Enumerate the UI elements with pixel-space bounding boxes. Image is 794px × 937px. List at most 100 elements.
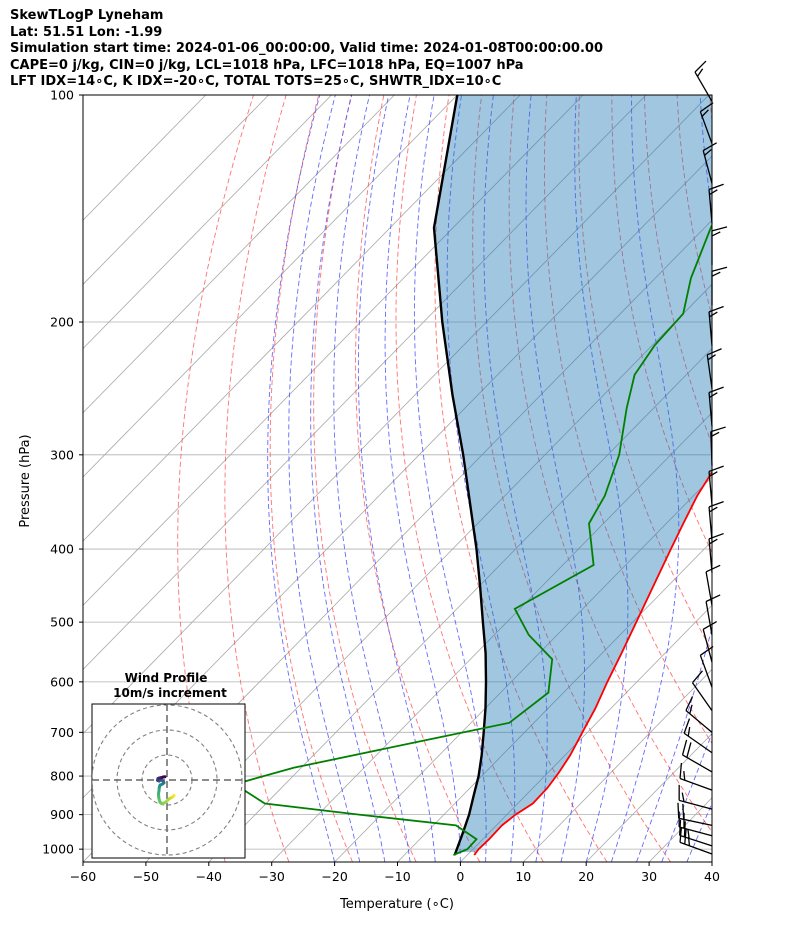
moist-adiabat-line bbox=[333, 95, 411, 862]
wind-barb-feather bbox=[709, 538, 718, 545]
title-station: SkewTLogP Lyneham bbox=[10, 8, 164, 23]
wind-barb bbox=[711, 226, 728, 265]
x-tick-label: 20 bbox=[578, 869, 594, 884]
wind-barb-feather bbox=[692, 670, 703, 684]
isotherm-line bbox=[523, 668, 712, 862]
title-latlon: Lat: 51.51 Lon: -1.99 bbox=[10, 24, 163, 40]
wind-barb-feather bbox=[681, 739, 688, 756]
wind-barb-staff bbox=[710, 431, 713, 466]
y-tick-label: 200 bbox=[50, 315, 74, 330]
x-tick-label: 10 bbox=[515, 869, 531, 884]
wind-barb bbox=[679, 762, 713, 791]
wind-barb-staff bbox=[705, 571, 713, 606]
dry-adiabat-line bbox=[742, 95, 794, 862]
wind-barb-feather bbox=[686, 742, 692, 758]
wind-barb-feather bbox=[681, 792, 685, 802]
isotherm-line bbox=[334, 476, 712, 862]
y-tick-label: 700 bbox=[50, 725, 74, 740]
moist-adiabat-line bbox=[574, 95, 629, 862]
moist-adiabat-line bbox=[384, 95, 461, 862]
isotherm-line bbox=[83, 95, 584, 606]
wind-barb-feather bbox=[709, 471, 718, 477]
wind-barb-feather bbox=[684, 828, 687, 845]
wind-barb bbox=[710, 426, 726, 466]
dry-adiabat-line bbox=[395, 95, 544, 862]
isotherm-line bbox=[83, 95, 269, 285]
wind-barb bbox=[708, 386, 724, 427]
wind-barb bbox=[678, 784, 713, 810]
wind-barb-feather bbox=[709, 506, 718, 513]
isotherm-line bbox=[83, 95, 710, 735]
wind-barb-feather bbox=[694, 60, 707, 73]
wind-barb-feather bbox=[683, 718, 691, 734]
wind-barb bbox=[708, 500, 724, 541]
wind-barb bbox=[683, 718, 713, 754]
wind-barb-staff bbox=[702, 150, 713, 184]
wind-barb-feather bbox=[711, 271, 721, 277]
wind-barb-feather bbox=[708, 305, 724, 313]
wind-barb-staff bbox=[705, 601, 713, 636]
cin-shading-area bbox=[434, 95, 712, 853]
isotherm-line bbox=[83, 95, 458, 478]
y-tick-label: 1000 bbox=[42, 842, 74, 857]
hodograph-title: Wind Profile bbox=[125, 671, 208, 685]
moist-adiabat-line bbox=[357, 95, 436, 862]
dry-adiabat-line bbox=[611, 95, 712, 554]
cape-cin-shading bbox=[434, 95, 712, 853]
wind-barb-staff bbox=[685, 709, 713, 733]
wind-barb-staff bbox=[683, 732, 713, 754]
dry-adiabat-line bbox=[313, 95, 417, 862]
moist-adiabat-line bbox=[711, 860, 712, 862]
wind-barb-feather bbox=[708, 386, 724, 394]
dry-adiabat-line bbox=[434, 95, 608, 862]
wind-barb-feather bbox=[702, 142, 717, 152]
wind-barb bbox=[699, 645, 714, 688]
moist-adiabat-line bbox=[267, 95, 336, 862]
hodograph-inset bbox=[91, 703, 246, 859]
wind-barb-feather bbox=[677, 802, 680, 819]
y-tick-label: 800 bbox=[50, 769, 74, 784]
chart-grid bbox=[83, 95, 794, 862]
dry-adiabat-line bbox=[508, 95, 712, 833]
wind-barb bbox=[691, 670, 713, 711]
dry-adiabat-line bbox=[355, 95, 481, 862]
y-tick-label: 600 bbox=[50, 674, 74, 689]
parcel-profile-line bbox=[432, 95, 488, 856]
wind-barb-staff bbox=[708, 538, 713, 573]
dry-adiabat-line bbox=[578, 95, 712, 652]
x-tick-label: 0 bbox=[456, 869, 464, 884]
wind-barb-feather bbox=[711, 226, 728, 232]
y-tick-label: 400 bbox=[50, 542, 74, 557]
temperature-profile-line bbox=[473, 470, 712, 856]
isotherm-line bbox=[460, 604, 712, 862]
isotherm-line bbox=[83, 95, 395, 414]
wind-barb-staff bbox=[702, 629, 713, 663]
wind-barb-feather bbox=[707, 348, 722, 356]
wind-barb-feather bbox=[709, 392, 718, 398]
wind-barb-staff bbox=[708, 471, 713, 506]
wind-barb bbox=[711, 266, 728, 306]
wind-barb-feather bbox=[689, 704, 693, 714]
y-tick-label: 500 bbox=[50, 615, 74, 630]
dewpoint-profile-line bbox=[232, 223, 712, 856]
isotherm-line bbox=[397, 540, 712, 862]
dry-adiabat-line bbox=[709, 95, 712, 125]
wind-barb-staff bbox=[708, 392, 713, 427]
wind-barb-feather bbox=[708, 183, 724, 191]
x-tick-label: −50 bbox=[133, 869, 159, 884]
x-axis-label: Temperature (∘C) bbox=[339, 897, 454, 912]
wind-barb-staff bbox=[679, 841, 713, 855]
wind-barb-feather bbox=[699, 645, 714, 656]
wind-barb-staff bbox=[678, 817, 713, 827]
wind-barb-staff bbox=[708, 311, 713, 346]
wind-barb-feather bbox=[710, 431, 720, 438]
wind-barb-feather bbox=[704, 148, 712, 156]
wind-barb bbox=[702, 621, 717, 663]
x-tick-label: 30 bbox=[641, 869, 657, 884]
chart-title-block: SkewTLogP Lyneham Lat: 51.51 Lon: -1.99 … bbox=[10, 8, 603, 91]
hodograph-plot-area bbox=[92, 704, 245, 858]
wind-barbs bbox=[677, 60, 728, 855]
wind-barb-feather bbox=[687, 829, 690, 839]
wind-barb-staff bbox=[706, 354, 713, 389]
wind-barb-staff bbox=[679, 777, 713, 791]
